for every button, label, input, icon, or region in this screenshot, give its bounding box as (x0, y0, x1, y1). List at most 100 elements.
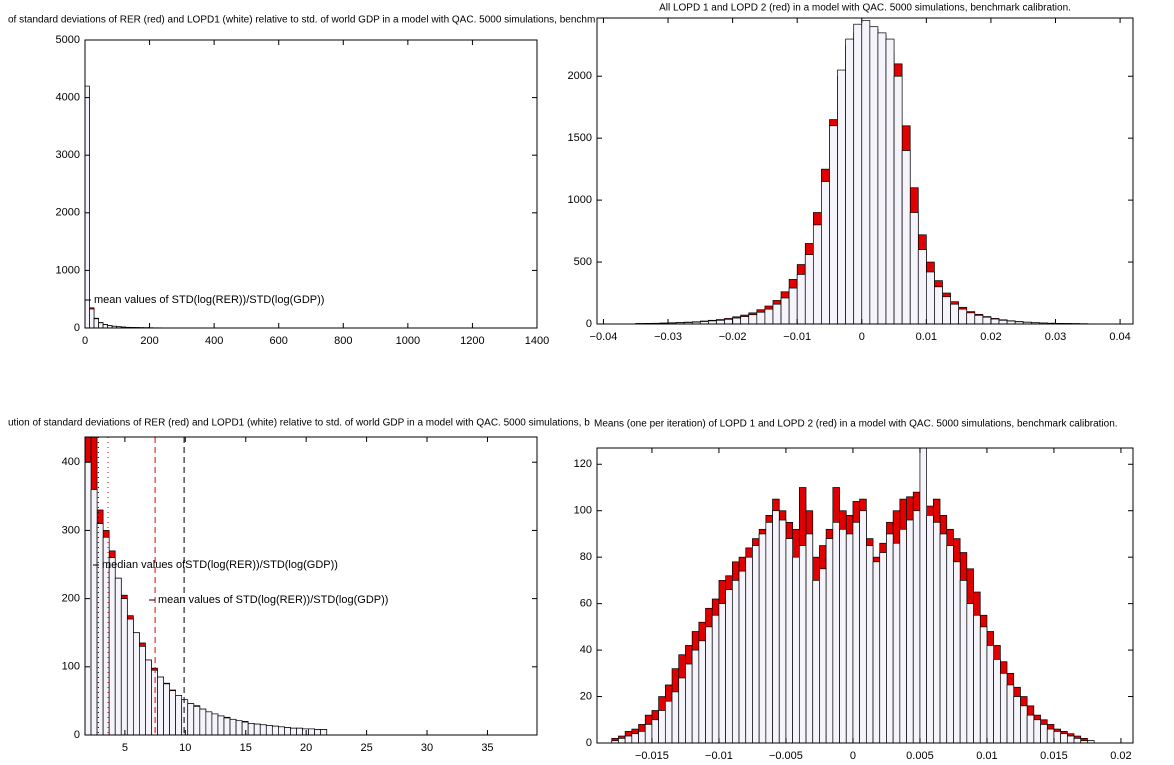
histogram-bar (725, 589, 733, 743)
chart-title: All LOPD 1 and LOPD 2 (red) in a model w… (659, 3, 1071, 14)
histogram-bar (698, 640, 706, 743)
histogram-bar (852, 521, 860, 743)
histogram-bar (658, 710, 666, 743)
chart-title: ution of standard deviations of RER (red… (8, 418, 590, 429)
histogram-bar (151, 669, 158, 735)
histogram-bar (865, 545, 874, 743)
histogram-bar (917, 249, 927, 324)
annotation: mean values of STD(log(RER))/STD(log(GDP… (94, 294, 324, 306)
x-tick-label: 400 (205, 335, 223, 347)
x-tick-label: −0.02 (719, 331, 747, 343)
histogram-bar (278, 726, 285, 735)
y-tick-label: 200 (62, 593, 80, 605)
y-tick-label: 60 (580, 598, 592, 610)
histogram-bar (618, 738, 626, 743)
histogram-bar (765, 521, 773, 743)
histogram-bar (893, 75, 903, 324)
histogram-bar (993, 659, 1001, 743)
chart-panel: of standard deviations of RER (red) and … (8, 15, 595, 347)
histogram-bar (912, 510, 921, 743)
y-tick-label: 100 (574, 505, 592, 517)
histogram-bar (819, 568, 827, 743)
x-tick-label: 25 (360, 742, 372, 754)
histogram-bar (235, 720, 243, 735)
histogram-bar (821, 181, 830, 324)
histogram-bar (265, 725, 273, 735)
plot-frame (84, 39, 538, 329)
histogram-bar (711, 614, 720, 743)
histogram-bar (909, 212, 919, 324)
histogram-bar (752, 545, 760, 743)
histogram-bar (861, 20, 871, 324)
histogram-bar (296, 727, 303, 735)
histogram-bar (740, 316, 750, 324)
plot-area (635, 20, 1089, 324)
y-tick-label: 120 (574, 458, 592, 470)
histogram-bar (979, 626, 988, 743)
histogram-bar (982, 316, 992, 324)
histogram-bar (1073, 738, 1082, 743)
x-tick-label: 0.01 (976, 750, 997, 762)
histogram-bar (804, 254, 814, 324)
histogram-bar (872, 561, 881, 743)
histogram-bar (839, 528, 847, 743)
histogram-bar (998, 319, 1008, 324)
x-tick-label: −0.01 (705, 750, 733, 762)
histogram-bar (247, 723, 255, 735)
histogram-bar (756, 311, 766, 324)
histogram-bar (241, 721, 249, 735)
histogram-bar (120, 598, 128, 735)
histogram-bar (302, 728, 309, 735)
x-tick-label: 0.005 (906, 750, 934, 762)
histogram-bar (772, 510, 780, 743)
histogram-bar (217, 715, 225, 735)
histogram-bar (157, 676, 164, 735)
histogram-bar (624, 735, 633, 743)
histogram-bar (950, 303, 959, 324)
histogram-bar (89, 308, 95, 328)
y-tick-label: 500 (574, 256, 592, 268)
histogram-bar (772, 303, 782, 324)
histogram-bar (780, 297, 790, 324)
histogram-bar (259, 724, 267, 735)
chart-panel: Means (one per iteration) of LOPD 1 and … (574, 419, 1134, 762)
histogram-bar (986, 645, 994, 743)
histogram-bar (999, 672, 1008, 743)
chart-panel: All LOPD 1 and LOPD 2 (red) in a model w… (568, 3, 1134, 343)
histogram-bar (812, 224, 822, 324)
histogram-bar (631, 733, 639, 743)
histogram-bar (114, 577, 122, 735)
histogram-bar (145, 659, 152, 735)
histogram-bar (1060, 733, 1068, 743)
x-tick-label: 1400 (525, 335, 549, 347)
chart-title: of standard deviations of RER (red) and … (8, 15, 595, 26)
histogram-bar (308, 728, 315, 735)
histogram-bar (253, 723, 261, 735)
x-tick-label: 0.02 (980, 331, 1001, 343)
histogram-bar (925, 271, 935, 324)
histogram-bar (837, 69, 846, 324)
plot-frame (84, 436, 538, 736)
histogram-bar (798, 545, 807, 743)
histogram-bar (990, 318, 1000, 324)
histogram-bar (942, 296, 951, 324)
histogram-bar (132, 632, 140, 735)
histogram-bar (758, 533, 767, 743)
histogram-bar (93, 318, 99, 328)
annotation: mean values of STD(log(RER))/STD(log(GDP… (158, 594, 388, 606)
histogram-bar (825, 538, 834, 743)
histogram-bar (745, 556, 753, 743)
x-tick-label: −0.005 (769, 750, 803, 762)
histogram-bar (796, 274, 806, 324)
histogram-bar (832, 521, 840, 743)
plot-area (611, 448, 1095, 743)
histogram-bar (959, 580, 968, 743)
histogram-bar (651, 719, 659, 743)
histogram-bar (792, 556, 800, 743)
histogram-bar (1087, 740, 1095, 743)
histogram-bar (805, 533, 814, 743)
histogram-bar (85, 85, 90, 328)
histogram-bar (845, 38, 855, 324)
x-tick-label: 0 (850, 750, 856, 762)
